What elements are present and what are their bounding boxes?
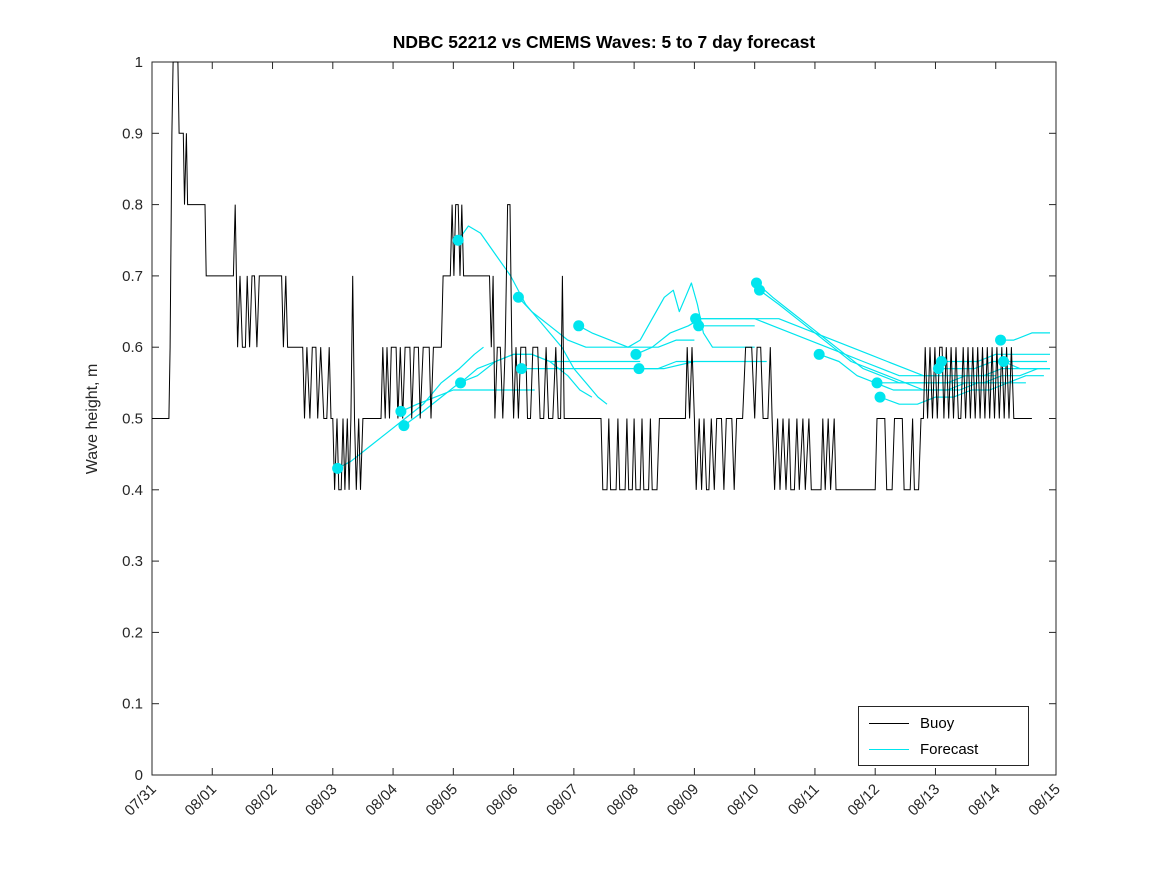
- forecast-start-marker: [693, 320, 705, 332]
- x-tick-label: 08/06: [483, 781, 522, 820]
- y-tick-label: 0.4: [122, 482, 143, 499]
- forecast-line: [1000, 332, 1050, 341]
- forecast-start-marker: [398, 420, 410, 432]
- x-tick-label: 08/07: [543, 781, 582, 820]
- forecast-line: [639, 360, 767, 370]
- x-tick-label: 07/31: [121, 781, 160, 820]
- forecast-line: [460, 353, 641, 384]
- y-tick-label: 0.8: [122, 197, 143, 214]
- forecast-start-marker: [332, 462, 344, 474]
- x-tick-label: 08/08: [603, 781, 642, 820]
- x-tick-label: 08/09: [664, 781, 703, 820]
- legend-entry-buoy: Buoy: [859, 710, 1028, 736]
- forecast-start-marker: [813, 348, 825, 360]
- forecast-start-marker: [515, 363, 527, 375]
- forecast-start-marker: [630, 348, 642, 360]
- legend-label-buoy: Buoy: [920, 714, 955, 732]
- forecast-start-marker: [874, 391, 886, 403]
- x-tick-label: 08/11: [785, 781, 823, 819]
- forecast-line: [941, 353, 1050, 363]
- y-tick-label: 0.5: [122, 411, 143, 428]
- forecast-start-marker: [455, 377, 467, 389]
- forecast-line: [879, 375, 1044, 405]
- x-tick-label: 08/12: [844, 781, 883, 820]
- chart-title: NDBC 52212 vs CMEMS Waves: 5 to 7 day fo…: [392, 32, 816, 52]
- x-tick-label: 08/01: [182, 781, 221, 820]
- x-tick-label: 08/04: [362, 781, 401, 820]
- x-tick-label: 08/15: [1025, 781, 1064, 820]
- forecast-line: [695, 318, 996, 377]
- y-tick-label: 0.1: [122, 696, 143, 713]
- forecast-line: [578, 282, 755, 348]
- y-tick-label: 0.2: [122, 624, 143, 641]
- forecast-start-marker: [871, 377, 883, 389]
- buoy-line: [152, 61, 1032, 491]
- y-tick-label: 0.6: [122, 339, 143, 356]
- forecast-start-marker: [452, 234, 464, 246]
- forecast-line: [756, 282, 1026, 384]
- forecast-line: [457, 225, 608, 405]
- buoy-line-sample: [869, 722, 909, 724]
- forecast-start-marker: [995, 334, 1007, 346]
- y-tick-label: 0.7: [122, 268, 143, 285]
- x-tick-label: 08/10: [724, 781, 763, 820]
- forecast-line-sample: [869, 748, 909, 750]
- y-tick-label: 0.3: [122, 553, 143, 570]
- x-tick-label: 08/14: [965, 781, 1004, 820]
- forecast-start-marker: [512, 291, 524, 303]
- forecast-start-marker: [753, 284, 765, 296]
- forecast-start-marker: [395, 405, 407, 417]
- forecast-line: [521, 360, 695, 370]
- forecast-line: [517, 296, 695, 348]
- forecast-start-marker: [935, 355, 947, 367]
- y-tick-label: 0.9: [122, 125, 143, 142]
- forecast-start-marker: [573, 320, 585, 332]
- legend-entry-forecast: Forecast: [859, 736, 1028, 762]
- legend-label-forecast: Forecast: [920, 740, 979, 758]
- x-tick-label: 08/03: [302, 781, 341, 820]
- forecast-line: [635, 318, 936, 377]
- axes-box: [151, 61, 1057, 776]
- forecast-start-marker: [633, 363, 645, 375]
- forecast-start-marker: [998, 355, 1010, 367]
- legend: Buoy Forecast: [858, 706, 1029, 766]
- x-tick-label: 08/05: [423, 781, 462, 820]
- x-tick-label: 08/13: [905, 781, 944, 820]
- forecast-line: [759, 289, 996, 391]
- x-tick-label: 08/02: [242, 781, 281, 820]
- y-tick-label: 1: [135, 54, 143, 71]
- forecast-line: [818, 353, 1039, 391]
- y-tick-label: 0: [135, 767, 143, 784]
